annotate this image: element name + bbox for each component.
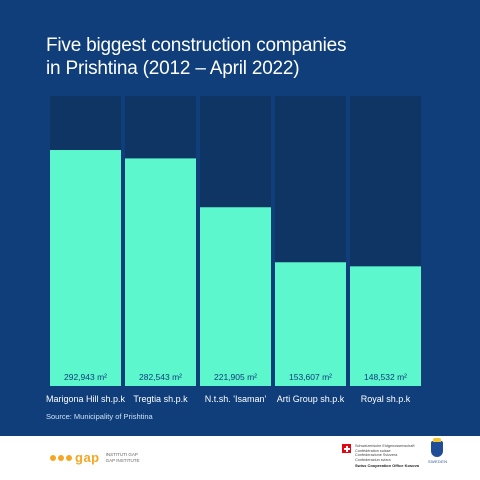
bar <box>50 150 121 386</box>
swiss-text: Schweizerische Eidgenossenschaft Confédé… <box>355 444 420 469</box>
category-label: N.t.sh. 'Isaman' <box>205 394 267 404</box>
category-label: Tregtia sh.p.k <box>133 394 188 404</box>
title-line-1: Five biggest construction companies <box>46 35 347 56</box>
footer: gap INSTITUTI GAP GAP INSTITUTE Schweize… <box>0 436 480 480</box>
sweden-logo: SWEDEN <box>428 438 448 464</box>
gap-logo-subtitle: INSTITUTI GAP GAP INSTITUTE <box>105 452 140 463</box>
bar-value-label: 153,607 m² <box>289 372 332 382</box>
chart-panel: Five biggest construction companies in P… <box>0 0 480 436</box>
swiss-cooperation-logo: Schweizerische Eidgenossenschaft Confédé… <box>342 444 419 469</box>
swiss-office-label: Swiss Cooperation Office Kosovo <box>355 463 420 469</box>
title-line-2: in Prishtina (2012 – April 2022) <box>46 58 300 79</box>
bar-value-label: 292,943 m² <box>64 372 107 382</box>
bar <box>200 207 271 386</box>
bar-value-label: 221,905 m² <box>214 372 257 382</box>
bar <box>350 266 421 386</box>
bar-value-label: 282,543 m² <box>139 372 182 382</box>
gap-logo-word: gap <box>75 450 100 465</box>
category-label: Arti Group sh.p.k <box>277 394 345 404</box>
category-label: Royal sh.p.k <box>361 394 411 404</box>
bar-value-label: 148,532 m² <box>364 372 407 382</box>
bar <box>125 158 196 386</box>
bar <box>275 262 346 386</box>
bar-chart: 292,943 m² Marigona Hill sh.p.k 282,543 m²… <box>46 96 421 404</box>
swiss-flag-icon <box>342 444 351 453</box>
gap-dots-icon <box>50 454 72 461</box>
category-label: Marigona Hill sh.p.k <box>46 394 126 404</box>
gap-institute-logo: gap INSTITUTI GAP GAP INSTITUTE <box>50 450 140 465</box>
chart-title: Five biggest construction companies in P… <box>46 34 446 80</box>
source-note: Source: Municipality of Prishtina <box>46 412 153 421</box>
sweden-label: SWEDEN <box>428 459 448 464</box>
sweden-crest-icon <box>431 438 443 457</box>
